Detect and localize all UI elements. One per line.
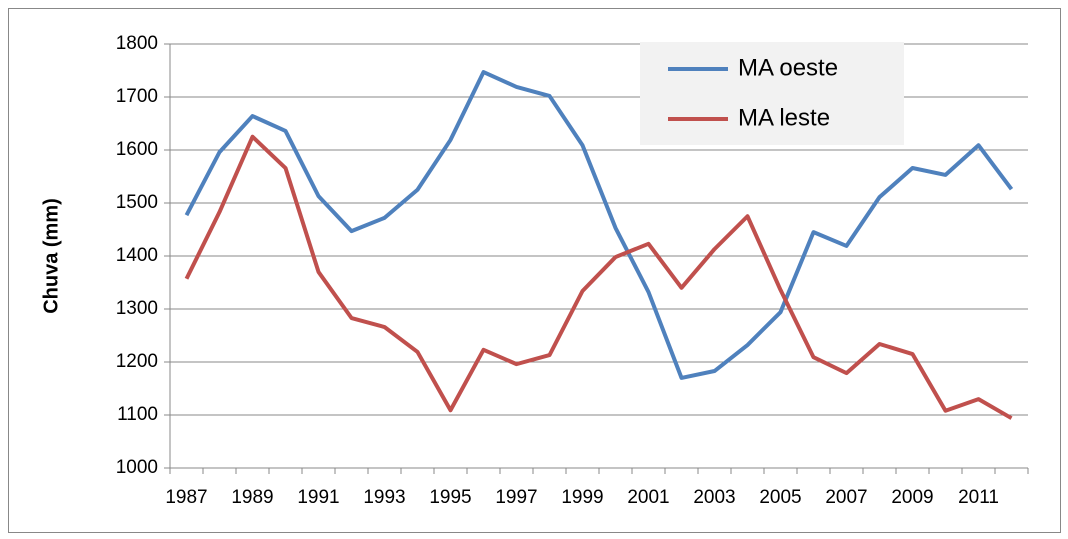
x-tick-label: 1999 — [561, 487, 603, 508]
y-tick-label: 1700 — [116, 86, 158, 107]
x-tick-label: 1997 — [495, 487, 537, 508]
x-tick-label: 2007 — [825, 487, 867, 508]
legend-label: MA oeste — [738, 54, 838, 81]
x-tick-label: 1989 — [231, 487, 273, 508]
x-tick-label: 1987 — [165, 487, 207, 508]
y-tick-label: 1600 — [116, 139, 158, 160]
legend-box — [640, 42, 904, 145]
x-tick-label: 2011 — [958, 487, 999, 508]
legend-label: MA leste — [738, 104, 830, 131]
x-tick-label: 2005 — [759, 487, 801, 508]
y-tick-label: 1500 — [116, 192, 158, 213]
line-series — [184, 70, 1014, 380]
x-tick-label: 1991 — [297, 487, 339, 508]
y-tick-label: 1200 — [116, 351, 158, 372]
y-tick-label: 1300 — [116, 298, 158, 319]
y-tick-label: 1400 — [116, 245, 158, 266]
x-tick-label: 2001 — [627, 487, 669, 508]
x-tick-label: 2009 — [891, 487, 933, 508]
y-axis-label: Chuva (mm) — [40, 198, 62, 314]
x-tick-label: 1993 — [363, 487, 405, 508]
y-tick-label: 1000 — [116, 457, 158, 478]
y-tick-label: 1800 — [116, 33, 158, 54]
x-tick-label: 2003 — [693, 487, 735, 508]
y-tick-label: 1100 — [117, 404, 158, 425]
line-series — [184, 134, 1013, 420]
x-tick-label: 1995 — [429, 487, 471, 508]
